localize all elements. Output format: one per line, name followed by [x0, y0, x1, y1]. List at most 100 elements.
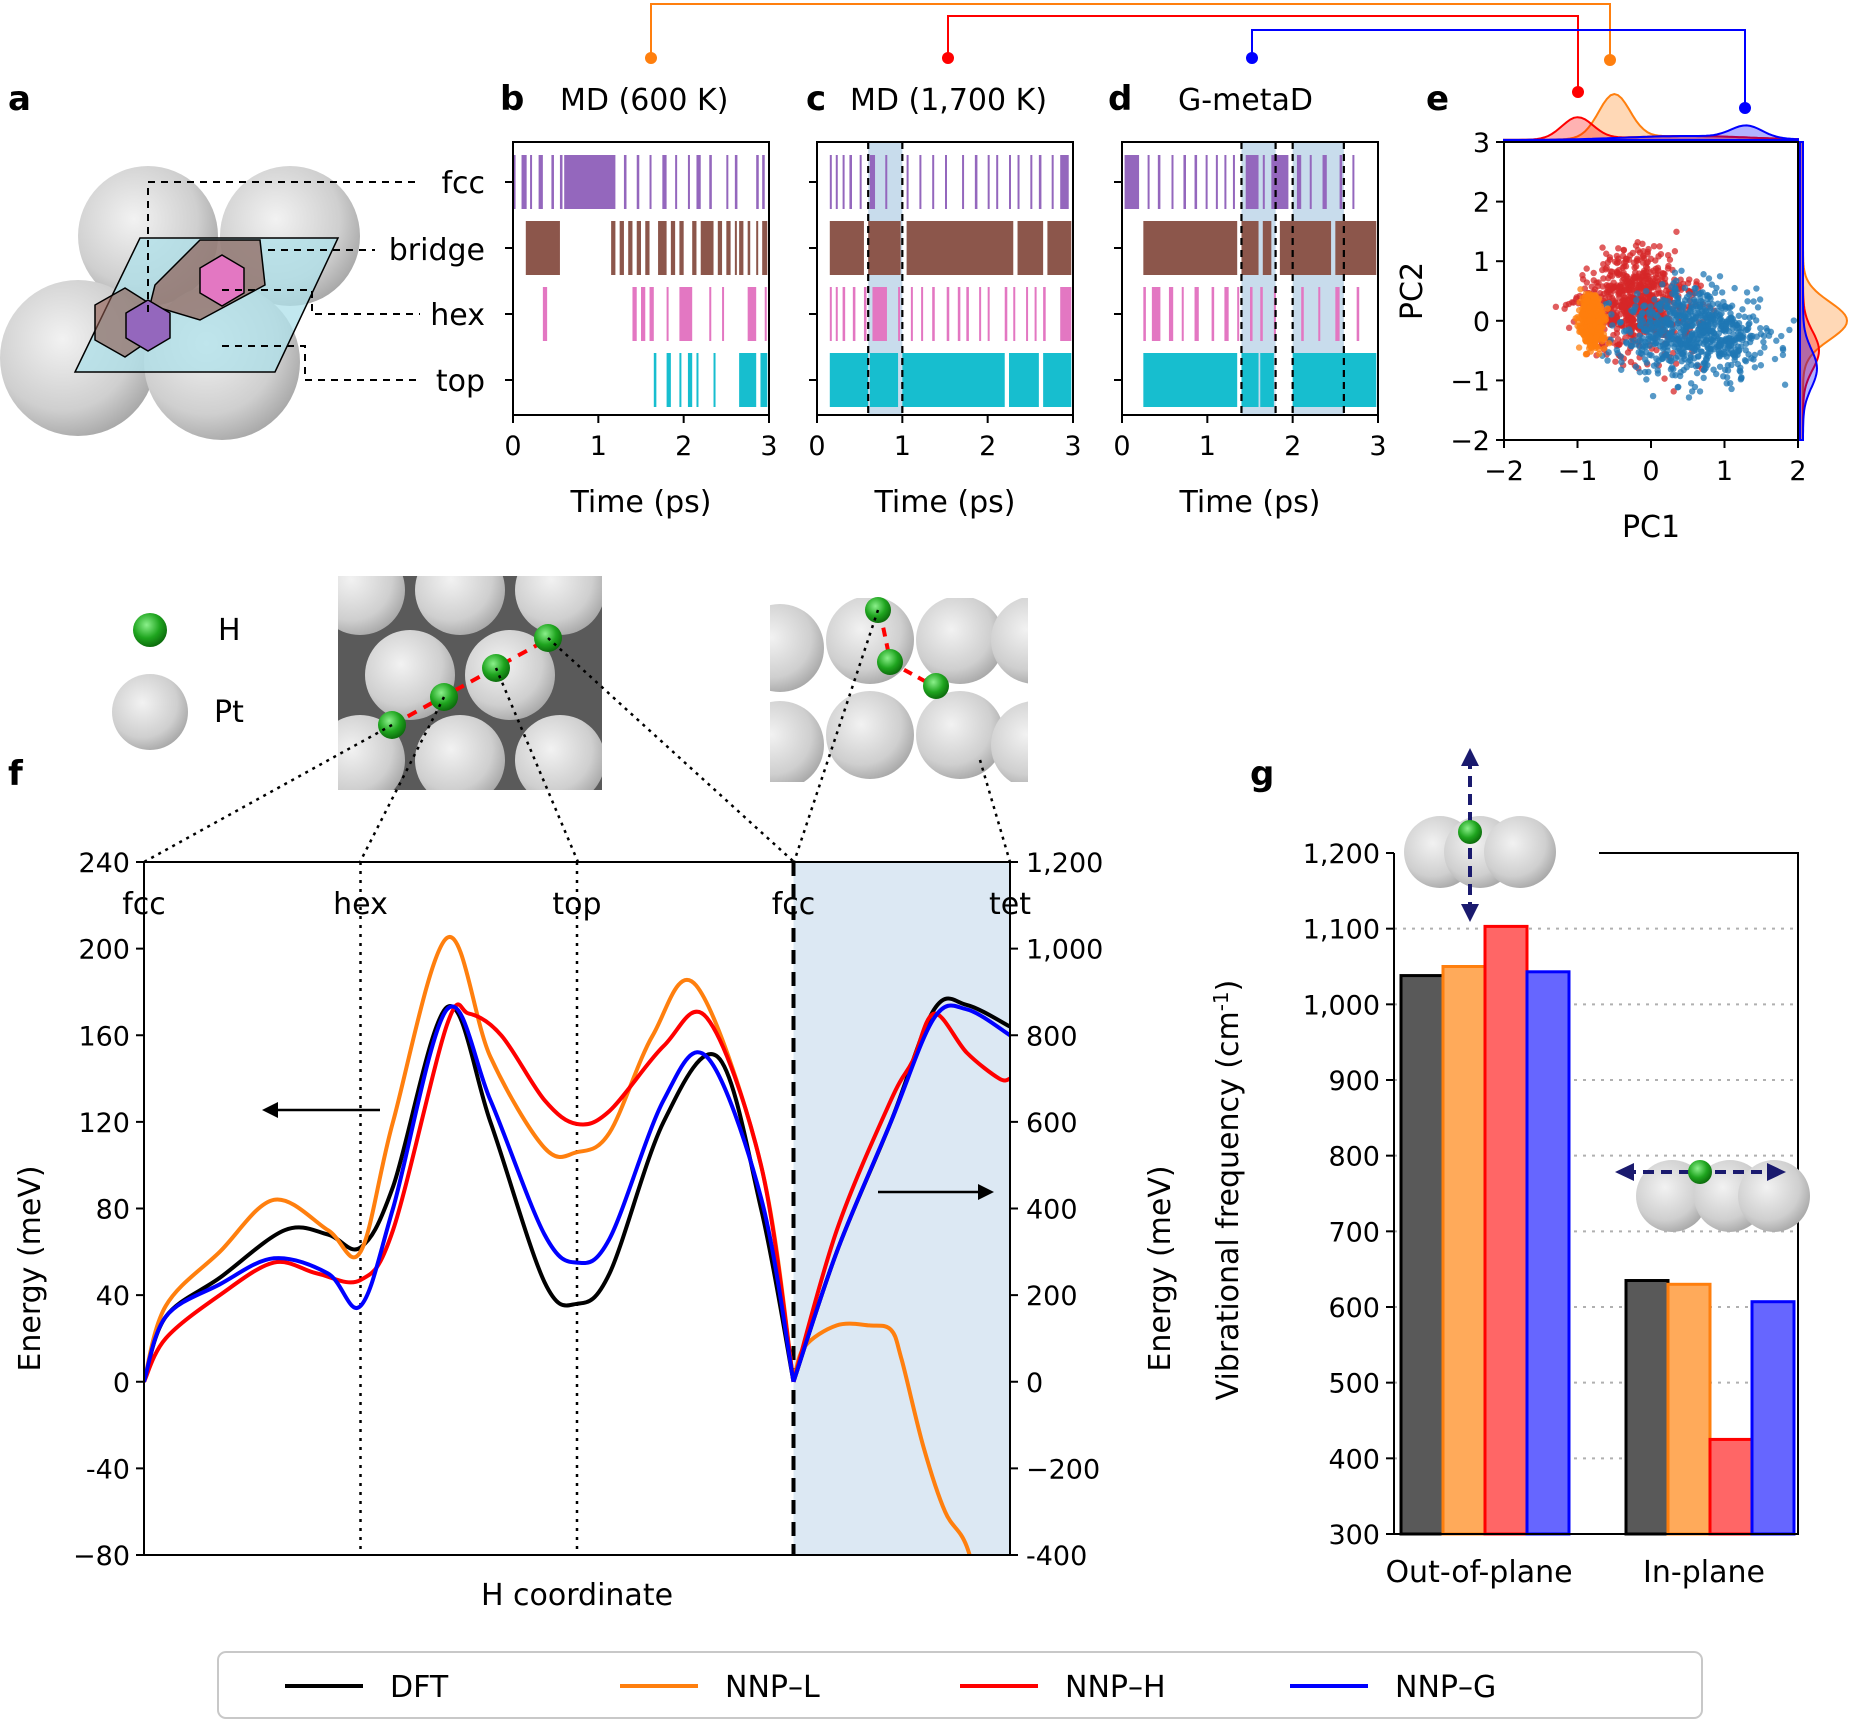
connector-lines [645, 3, 1751, 114]
scatter-point [1757, 349, 1764, 357]
site-occupancy-bar [1043, 353, 1072, 407]
x-axis-label: H coordinate [481, 1578, 673, 1613]
scatter-point [1742, 346, 1749, 354]
pt-atom [1738, 1160, 1810, 1232]
site-occupancy-bar [906, 221, 1014, 275]
x-tick-label: 3 [1064, 431, 1081, 462]
site-occupancy-bar [666, 287, 669, 341]
site-occupancy-bar [1262, 221, 1272, 275]
site-occupancy-bar [1352, 155, 1355, 209]
site-label-hex: hex [430, 298, 485, 333]
scatter-point [1685, 394, 1693, 401]
scatter-point [1652, 257, 1659, 264]
scatter-point [1701, 366, 1708, 373]
scatter-point [1653, 325, 1661, 332]
scatter-point [1587, 342, 1594, 350]
scatter-point [1693, 369, 1701, 377]
scatter-point [1615, 245, 1622, 252]
scatter-point [1579, 329, 1586, 337]
pt-atom [415, 576, 505, 635]
scatter-point [1650, 362, 1658, 369]
scatter-point [1718, 310, 1725, 317]
y-tick-label: −2 [1450, 426, 1490, 457]
h-atom [877, 649, 903, 675]
site-occupancy-bar [760, 353, 768, 407]
site-occupancy-bar [1034, 287, 1037, 341]
panel-letter-e: e [1426, 79, 1449, 119]
scatter-point [1723, 374, 1731, 381]
scatter-point [1748, 335, 1755, 342]
bar-plot-g: 300 400 500 600 700 800 900 1,000 1,100 1,200 Out-… [1209, 839, 1799, 1590]
series-lines [144, 935, 1010, 1555]
scatter-point [1579, 272, 1586, 279]
legend-items: DFT NNP–L NNP–H NNP–G [285, 1670, 1496, 1705]
scatter-point [1623, 287, 1630, 294]
scatter-point [1604, 357, 1611, 364]
panel-c: c MD (1,700 K) 0 1 2 3 Time (ps) [806, 79, 1082, 520]
site-occupancy-bar [1260, 287, 1263, 341]
scatter-point [1647, 303, 1654, 310]
scatter-point [1663, 287, 1670, 294]
site-occupancy-bar [979, 287, 982, 341]
scatter-point [1716, 273, 1724, 280]
y-tick-label: 0 [1026, 1368, 1043, 1399]
scatter-point [1583, 265, 1590, 272]
scatter-point [1664, 304, 1671, 311]
site-occupancy-bar [1017, 155, 1020, 209]
bar-NNP–G [1525, 970, 1571, 1536]
timeline-plot-d: 0 1 2 3 Time (ps) [1113, 141, 1387, 520]
scatter-point [1608, 311, 1615, 318]
series-line-NNP–G [144, 1004, 796, 1383]
connector-1700k [947, 15, 1579, 88]
site-occupancy-bar [849, 155, 852, 209]
plot-frame [816, 141, 1074, 416]
scatter-point [1663, 315, 1670, 322]
scatter-plot-e: −2 −1 0 1 2 −2 −1 0 1 2 3 PC1 PC2 [1395, 92, 1849, 545]
scatter-point [1692, 363, 1700, 370]
marginal-density [1799, 141, 1819, 441]
site-occupancy-bar [859, 155, 862, 209]
site-label-top: top [436, 364, 485, 399]
site-occupancy-bar [910, 287, 913, 341]
panel-letter-b: b [500, 79, 524, 119]
site-occupancy-bar [1194, 155, 1198, 209]
scatter-point [1636, 368, 1643, 376]
pt-atom [826, 691, 914, 779]
scatter-point [1746, 320, 1753, 327]
scatter-point [1731, 356, 1738, 364]
x-tick-label: 1 [894, 431, 911, 462]
scatter-point [1646, 351, 1653, 359]
scatter-point [1721, 337, 1728, 345]
scatter-point [1624, 349, 1632, 356]
site-occupancy-bar [700, 221, 714, 275]
scatter-point [1757, 324, 1764, 332]
site-occupancy-bar [1339, 155, 1343, 209]
scatter-point [1654, 334, 1661, 342]
scatter-point [1698, 348, 1705, 355]
h-atom [1458, 820, 1482, 844]
scatter-point [1622, 339, 1630, 346]
site-occupancy-bar [1194, 287, 1199, 341]
site-occupancy-bar [679, 221, 684, 275]
scatter-point [1716, 363, 1724, 370]
x-tick-label: 3 [1369, 431, 1386, 462]
connector-600k-dot-end [1604, 54, 1616, 66]
site-occupancy-bar [1241, 353, 1259, 407]
scatter-point [1632, 303, 1639, 310]
scatter-point [1694, 336, 1702, 343]
scatter-point [1659, 281, 1666, 288]
x-tick-label: 0 [1113, 431, 1130, 462]
site-occupancy-bar [1051, 155, 1054, 209]
site-occupancy-bar [1205, 155, 1208, 209]
scatter-point [1580, 302, 1588, 309]
scatter-point [1646, 314, 1654, 321]
site-occupancy-bar [1224, 287, 1229, 341]
site-occupancy-bar [747, 221, 751, 275]
y-tick-label: 120 [78, 1108, 130, 1139]
scatter-point [1600, 260, 1607, 268]
y-axis-label-text: Vibrational frequency (cm [1211, 1011, 1246, 1400]
pt-atom [515, 576, 602, 635]
connector-gmetad [1251, 29, 1746, 104]
panel-e: e −2 −1 0 1 2 −2 −1 0 1 2 3 PC1 PC2 [1395, 79, 1849, 545]
x-tick-label: 1 [1199, 431, 1216, 462]
